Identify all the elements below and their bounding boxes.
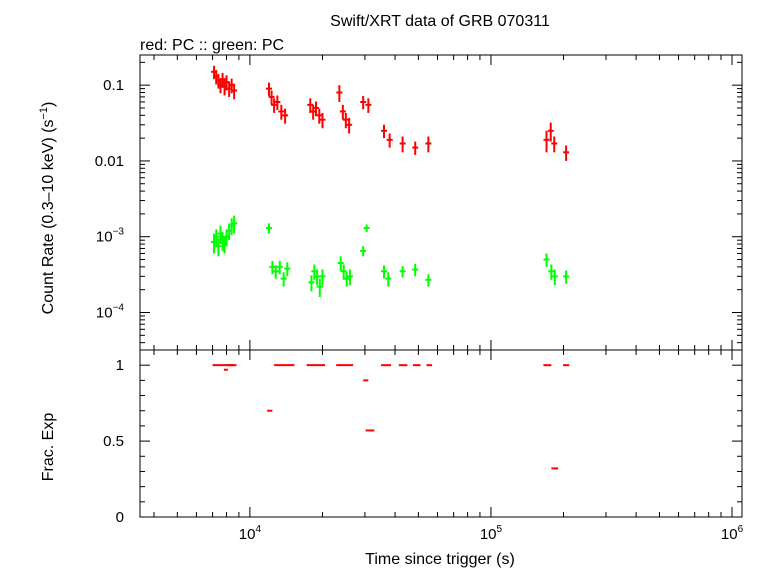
red-point bbox=[412, 141, 419, 155]
red-point bbox=[282, 108, 289, 124]
y-tick-label-base: 10 bbox=[96, 304, 113, 321]
green-point bbox=[551, 269, 558, 286]
green-point bbox=[543, 253, 550, 267]
top-ylabel-end: ) bbox=[40, 102, 57, 107]
red-point bbox=[365, 98, 372, 113]
x-tick-label: 105 bbox=[480, 524, 503, 543]
green-point bbox=[319, 269, 326, 286]
top-ylabel: Count Rate (0.3–10 keV) (s−1) bbox=[38, 102, 57, 315]
green-point bbox=[269, 260, 276, 275]
x-tick-label: 104 bbox=[239, 524, 262, 543]
red-point bbox=[381, 124, 388, 139]
red-point bbox=[386, 133, 393, 148]
green-point bbox=[213, 229, 220, 247]
green-point bbox=[563, 270, 570, 284]
bottom-panel-frame bbox=[139, 349, 743, 518]
y-tick-label-exp: −3 bbox=[113, 227, 125, 238]
y-tick-label: 1 bbox=[116, 357, 124, 374]
red-point bbox=[543, 130, 550, 153]
green-point bbox=[308, 275, 315, 292]
x-tick-label-base: 10 bbox=[721, 526, 738, 543]
green-point bbox=[425, 274, 432, 287]
green-point bbox=[276, 260, 283, 275]
green-point bbox=[280, 272, 287, 287]
bottom-ylabel: Frac. Exp bbox=[40, 413, 57, 482]
green-point bbox=[314, 269, 321, 286]
red-point bbox=[360, 95, 367, 110]
chart-title: Swift/XRT data of GRB 070311 bbox=[330, 13, 550, 30]
x-tick-label: 106 bbox=[721, 524, 744, 543]
y-tick-label: 0.1 bbox=[103, 77, 124, 94]
y-tick-label: 0.01 bbox=[95, 153, 124, 170]
red-point bbox=[278, 104, 285, 120]
top-ylabel-text: Count Rate (0.3–10 keV) (s bbox=[40, 120, 57, 315]
green-point bbox=[548, 264, 555, 280]
green-point bbox=[284, 262, 291, 277]
red-point bbox=[316, 108, 323, 124]
green-point bbox=[381, 265, 388, 279]
red-point bbox=[425, 136, 432, 153]
red-point bbox=[547, 122, 554, 142]
y-tick-label: 10−3 bbox=[96, 227, 125, 246]
red-point bbox=[265, 82, 272, 96]
green-point bbox=[272, 265, 279, 279]
green-point bbox=[265, 223, 272, 234]
green-point bbox=[363, 224, 370, 233]
green-point bbox=[346, 269, 353, 286]
red-point bbox=[551, 136, 558, 153]
green-point bbox=[360, 246, 367, 257]
red-point bbox=[268, 90, 275, 105]
chart-subtitle: red: PC :: green: PC bbox=[140, 37, 284, 54]
red-point bbox=[339, 104, 346, 120]
red-point bbox=[399, 136, 406, 153]
x-tick-label-exp: 5 bbox=[497, 524, 503, 535]
y-tick-label: 0 bbox=[116, 509, 124, 526]
green-point bbox=[399, 266, 406, 278]
red-point bbox=[563, 145, 570, 161]
x-tick-label-base: 10 bbox=[239, 526, 256, 543]
green-point bbox=[340, 264, 347, 280]
green-point bbox=[316, 278, 323, 298]
green-point bbox=[412, 263, 419, 277]
x-tick-label-base: 10 bbox=[480, 526, 497, 543]
x-tick-label-exp: 4 bbox=[255, 524, 261, 535]
red-point bbox=[342, 112, 349, 129]
green-point bbox=[343, 272, 350, 287]
x-tick-label-exp: 6 bbox=[738, 524, 744, 535]
red-point bbox=[231, 83, 238, 100]
y-tick-label-base: 10 bbox=[96, 229, 113, 246]
y-tick-label-exp: −4 bbox=[113, 302, 125, 313]
x-axis-label: Time since trigger (s) bbox=[365, 551, 515, 568]
red-point bbox=[336, 85, 343, 102]
y-tick-label: 0.5 bbox=[103, 433, 124, 450]
y-tick-label: 10−4 bbox=[96, 302, 125, 321]
red-point bbox=[346, 117, 353, 134]
top-ylabel-sup: −1 bbox=[38, 107, 50, 120]
red-point bbox=[274, 95, 281, 111]
red-point bbox=[271, 98, 278, 113]
green-point bbox=[215, 238, 222, 257]
red-point bbox=[219, 72, 226, 87]
green-point bbox=[385, 272, 392, 287]
red-point bbox=[312, 101, 319, 117]
green-point bbox=[231, 215, 238, 234]
top-panel-frame bbox=[139, 54, 743, 351]
red-point bbox=[319, 112, 326, 129]
green-point bbox=[337, 256, 344, 272]
